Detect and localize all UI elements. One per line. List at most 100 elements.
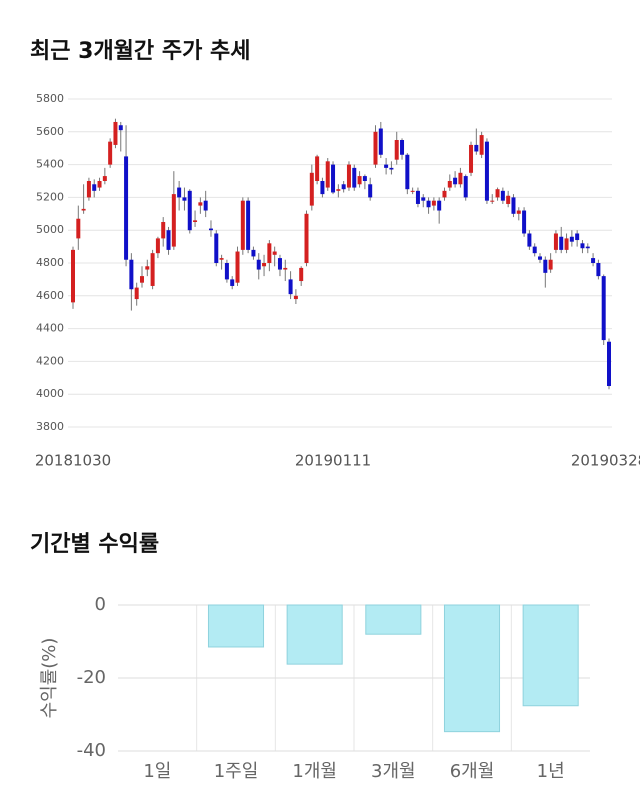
- candle-body: [591, 258, 596, 263]
- candle-body: [474, 144, 479, 152]
- x-tick-label: 1일: [143, 761, 171, 782]
- candle-body: [272, 251, 277, 255]
- y-tick-label: 5600: [36, 125, 64, 138]
- candle-body: [596, 263, 601, 277]
- candle-body: [203, 200, 208, 211]
- candle-body: [453, 177, 458, 185]
- candle-body: [548, 259, 553, 270]
- candle-body: [506, 195, 511, 204]
- candle-body: [516, 210, 521, 214]
- candle-body: [585, 246, 590, 249]
- candle-body: [256, 259, 261, 270]
- y-axis-label: 수익률(%): [39, 638, 60, 719]
- candle-body: [129, 259, 134, 290]
- candle-body: [458, 172, 463, 185]
- bar: [365, 604, 422, 635]
- candle-body: [118, 125, 123, 131]
- candle-body: [341, 184, 346, 190]
- candle-body: [97, 181, 102, 188]
- candle-body: [81, 208, 86, 211]
- candle-body: [166, 230, 171, 250]
- candle-body: [373, 131, 378, 165]
- candle-body: [400, 140, 405, 155]
- bar: [522, 604, 579, 707]
- candle-body: [410, 190, 415, 192]
- candle-body: [495, 189, 500, 198]
- candle-body: [92, 184, 97, 191]
- candle-body: [325, 161, 330, 188]
- candle-body: [368, 184, 373, 198]
- candle-body: [293, 295, 298, 300]
- x-tick-label: 1주일: [214, 761, 259, 782]
- candle-body: [538, 256, 543, 260]
- bar: [207, 604, 265, 648]
- candle-body: [267, 243, 272, 263]
- candle-body: [421, 197, 426, 201]
- candle-body: [224, 263, 229, 280]
- candle-body: [86, 181, 91, 198]
- candle-body: [527, 233, 532, 247]
- x-tick-label: 6개월: [450, 761, 495, 782]
- x-tick-label: 3개월: [371, 761, 416, 782]
- candle-body: [575, 233, 580, 241]
- candle-body: [431, 200, 436, 206]
- candle-body: [235, 251, 240, 283]
- y-tick-label: 4400: [36, 322, 64, 335]
- candle-body: [580, 243, 585, 249]
- candle-body: [76, 218, 81, 239]
- candle-body: [198, 202, 203, 206]
- candle-body: [145, 266, 150, 270]
- candle-body: [543, 259, 548, 273]
- candle-body: [511, 197, 516, 214]
- y-tick-label: 4800: [36, 256, 64, 269]
- x-tick-label: 20181030: [35, 452, 111, 470]
- candle-body: [405, 154, 410, 190]
- candle-body: [187, 190, 192, 231]
- candle-body: [309, 172, 314, 206]
- candle-body: [362, 176, 367, 181]
- candle-body: [288, 279, 293, 295]
- candle-body: [553, 233, 558, 250]
- candle-body: [352, 167, 357, 188]
- candle-body: [139, 276, 144, 283]
- bar: [443, 604, 501, 733]
- candle-body: [336, 189, 341, 191]
- candle-body: [394, 140, 399, 160]
- candle-body: [262, 263, 267, 267]
- candle-body: [230, 279, 235, 286]
- candle-body: [299, 267, 304, 282]
- candle-body: [219, 258, 224, 260]
- y-tick-label: 4000: [36, 387, 64, 400]
- candle-body: [182, 197, 187, 201]
- candle-body: [246, 200, 251, 250]
- candle-body: [559, 236, 564, 250]
- candle-body: [134, 287, 139, 300]
- candle-body: [479, 135, 484, 155]
- candle-body: [442, 190, 447, 198]
- candle-body: [320, 181, 325, 195]
- x-tick-label: 1개월: [292, 761, 337, 782]
- candle-body: [161, 222, 166, 239]
- x-tick-label: 1년: [537, 761, 565, 782]
- y-tick-label: 5800: [36, 92, 64, 105]
- candle-body: [304, 213, 309, 263]
- candle-body: [389, 167, 394, 170]
- candle-body: [251, 249, 256, 257]
- candle-body: [500, 190, 505, 201]
- candle-body: [214, 233, 219, 263]
- y-tick-label: 5400: [36, 158, 64, 171]
- candle-body: [607, 341, 611, 386]
- y-tick-label: 4200: [36, 354, 64, 367]
- candle-body: [124, 156, 129, 260]
- x-tick-label: 20190328: [571, 452, 640, 470]
- y-tick-label: 0: [95, 594, 106, 615]
- candle-body: [208, 228, 213, 231]
- candle-body: [331, 164, 336, 193]
- candle-body: [315, 156, 320, 181]
- candle-body: [463, 176, 468, 198]
- y-tick-label: 4600: [36, 289, 64, 302]
- candle-body: [426, 200, 431, 208]
- candle-body: [155, 238, 160, 254]
- candle-body: [193, 220, 198, 222]
